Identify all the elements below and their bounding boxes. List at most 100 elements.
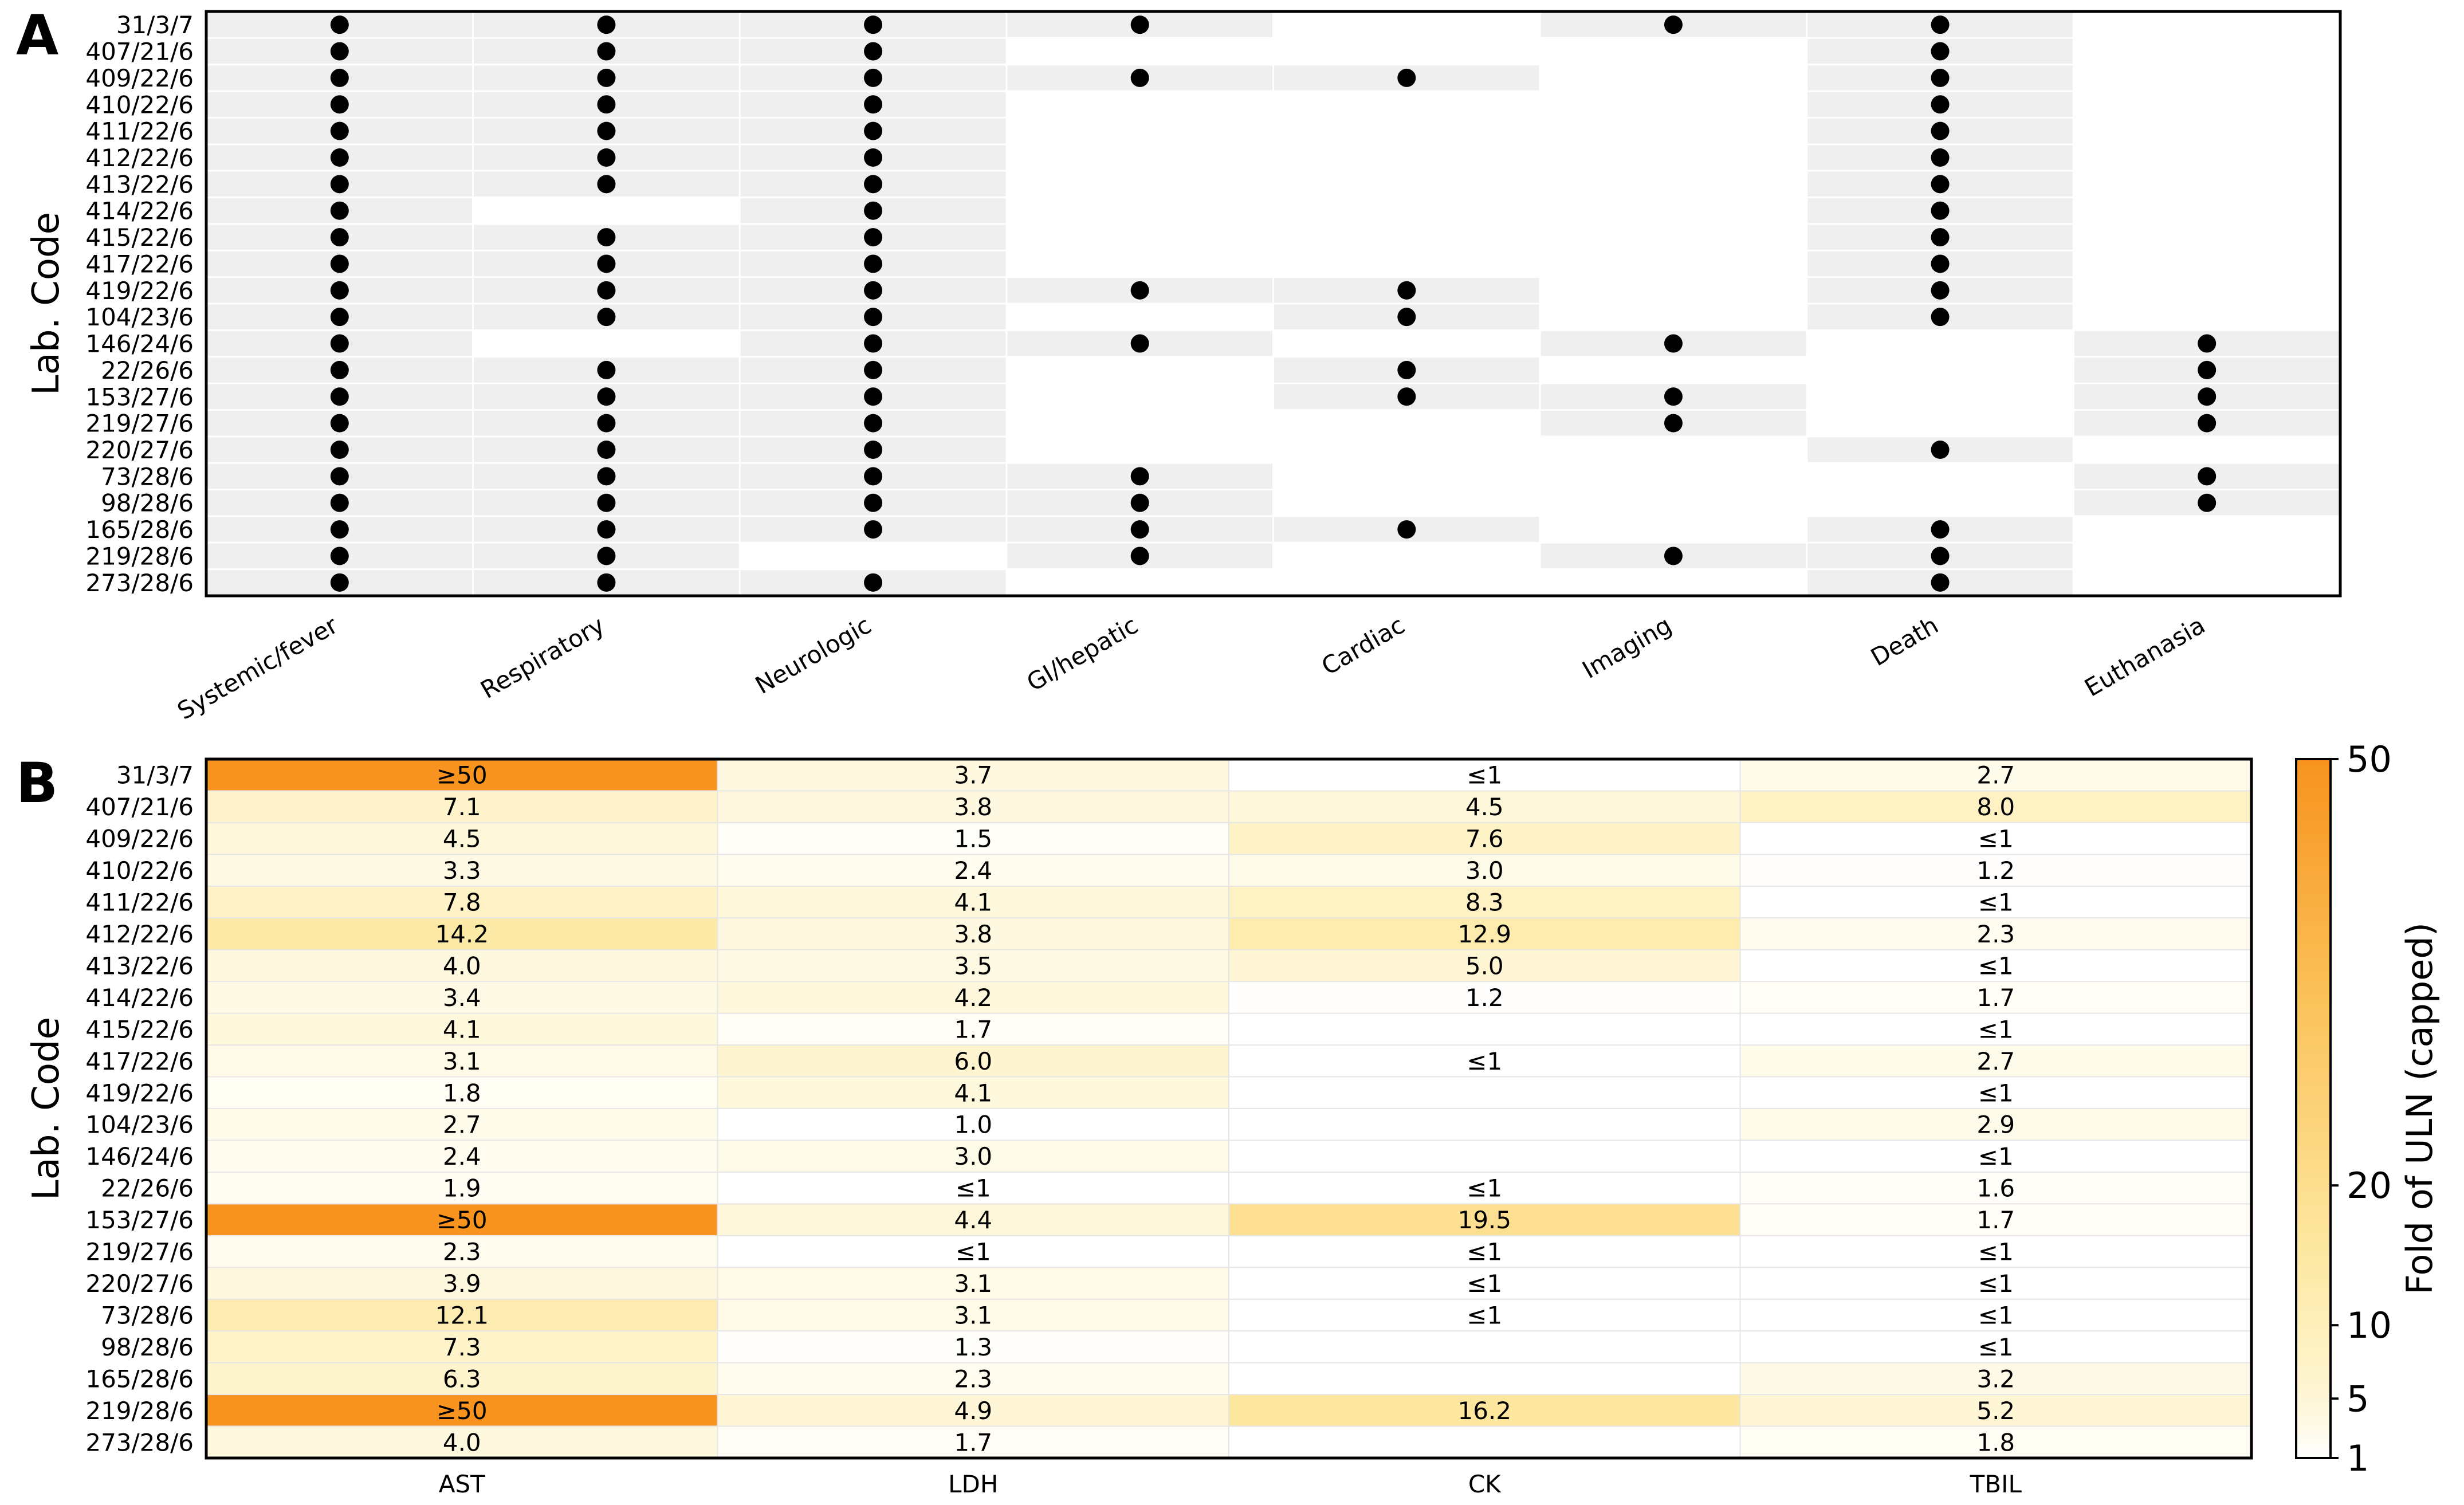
presence-dot (864, 201, 883, 220)
heatmap-cell (206, 886, 718, 918)
symptom-cell (2073, 91, 2341, 118)
cell-value-label: 7.3 (443, 1333, 481, 1361)
presence-dot (597, 547, 616, 565)
heatmap-cell (717, 1362, 1229, 1395)
heatmap-cell (1229, 1140, 1740, 1173)
cell-value-label: 5.0 (1465, 952, 1504, 980)
heatmap-cell (717, 1109, 1229, 1141)
symptom-cell (1006, 91, 1274, 118)
heatmap-cell (1740, 1362, 2252, 1395)
presence-dot (864, 68, 883, 87)
row-label: 411/22/6 (85, 117, 194, 146)
presence-dot (1130, 520, 1149, 539)
presence-dot (1931, 573, 1950, 592)
row-label: 219/28/6 (85, 542, 194, 570)
symptom-cell (1273, 250, 1541, 278)
panel-b: B Lab. Code ≥50 3.7 ≤1 2.7 7.1 3.8 4.5 8.0 4.5 1.… (16, 751, 2253, 1498)
presence-dot (1664, 334, 1683, 353)
heatmap-cell (1229, 1172, 1740, 1204)
colorbar-gradient (2295, 758, 2332, 1459)
presence-dot (330, 95, 349, 114)
panel-a-frame (205, 10, 2342, 598)
column-label: Neurologic (750, 611, 876, 700)
symptom-cell (1273, 543, 1541, 570)
presence-dot (330, 414, 349, 433)
symptom-cell (1540, 223, 1807, 251)
cell-value-label: 12.1 (435, 1301, 489, 1329)
cell-value-label: ≤1 (1978, 825, 2014, 853)
symptom-cell (1540, 171, 1807, 198)
row-label: 165/28/6 (85, 516, 194, 544)
symptom-cell (1273, 91, 1541, 118)
symptom-cell (1006, 569, 1274, 596)
presence-dot (1931, 121, 1950, 140)
presence-dot (1130, 15, 1149, 34)
cell-value-label: 1.0 (954, 1111, 992, 1139)
symptom-cell (2073, 171, 2341, 198)
heatmap-cell (206, 1172, 718, 1204)
heatmap-cell (1229, 1235, 1740, 1268)
symptom-cell (1540, 38, 1807, 65)
panel-a-dots (330, 15, 2217, 592)
presence-dot (330, 308, 349, 327)
heatmap-cell (206, 759, 718, 791)
heatmap-cell (206, 1362, 718, 1395)
presence-dot (330, 467, 349, 486)
cell-value-label: 8.0 (1976, 793, 2015, 821)
heatmap-cell (1229, 1045, 1740, 1078)
cell-value-label: 3.5 (954, 952, 992, 980)
row-label: 73/28/6 (101, 1301, 194, 1329)
cell-value-label: ≤1 (1467, 1174, 1502, 1203)
heatmap-cell (206, 1013, 718, 1046)
presence-dot (597, 95, 616, 114)
cell-value-label: 2.9 (1976, 1111, 2015, 1139)
presence-dot (597, 68, 616, 87)
row-label: 417/22/6 (85, 1047, 194, 1075)
presence-dot (1931, 15, 1950, 34)
heatmap-cell (717, 1235, 1229, 1268)
heatmap-cell (1229, 1331, 1740, 1363)
symptom-cell (1006, 356, 1274, 384)
presence-dot (864, 228, 883, 247)
symptom-cell (1273, 197, 1541, 225)
presence-dot (1664, 15, 1683, 34)
column-label: GI/hepatic (1022, 611, 1143, 697)
row-label: 22/26/6 (101, 356, 194, 384)
cell-value-label: 3.0 (954, 1142, 992, 1170)
row-label: 31/3/7 (116, 11, 194, 39)
cell-value-label: 4.0 (443, 952, 481, 980)
presence-dot (1664, 414, 1683, 433)
heatmap-cell (1229, 949, 1740, 982)
column-label: LDH (948, 1470, 998, 1498)
symptom-cell (1273, 223, 1541, 251)
row-label: 413/22/6 (85, 170, 194, 198)
cell-value-label: 6.3 (443, 1365, 481, 1393)
symptom-cell (1540, 356, 1807, 384)
cell-value-label: 2.7 (1976, 761, 2015, 789)
presence-dot (864, 520, 883, 539)
heatmap-cell (1229, 1204, 1740, 1236)
row-label: 413/22/6 (85, 952, 194, 980)
presence-dot (597, 520, 616, 539)
presence-dot (1397, 68, 1416, 87)
symptom-cell (1540, 277, 1807, 304)
symptom-cell (1806, 383, 2074, 410)
cell-value-label: 3.7 (954, 761, 992, 789)
panel-b-cell-values: ≥50 3.7 ≤1 2.7 7.1 3.8 4.5 8.0 4.5 1.5 7.6 ≤1 3.3 2.4… (435, 761, 2015, 1457)
row-label: 219/27/6 (85, 410, 194, 438)
panel-b-gridlines (206, 759, 2251, 1458)
heatmap-cell (206, 918, 718, 950)
heatmap-cell (206, 1331, 718, 1363)
heatmap-cell (206, 981, 718, 1014)
symptom-cell (1006, 383, 1274, 410)
cell-value-label: 4.1 (443, 1015, 481, 1043)
presence-dot (864, 254, 883, 273)
cell-value-label: 2.4 (443, 1142, 481, 1170)
cell-value-label: 1.5 (954, 825, 992, 853)
symptom-cell (1806, 356, 2074, 384)
cell-value-label: 3.8 (954, 920, 992, 948)
presence-dot (864, 414, 883, 433)
colorbar-tick-label: 1 (2347, 1437, 2369, 1479)
cell-value-label: 1.6 (1976, 1174, 2015, 1203)
row-label: 410/22/6 (85, 91, 194, 119)
